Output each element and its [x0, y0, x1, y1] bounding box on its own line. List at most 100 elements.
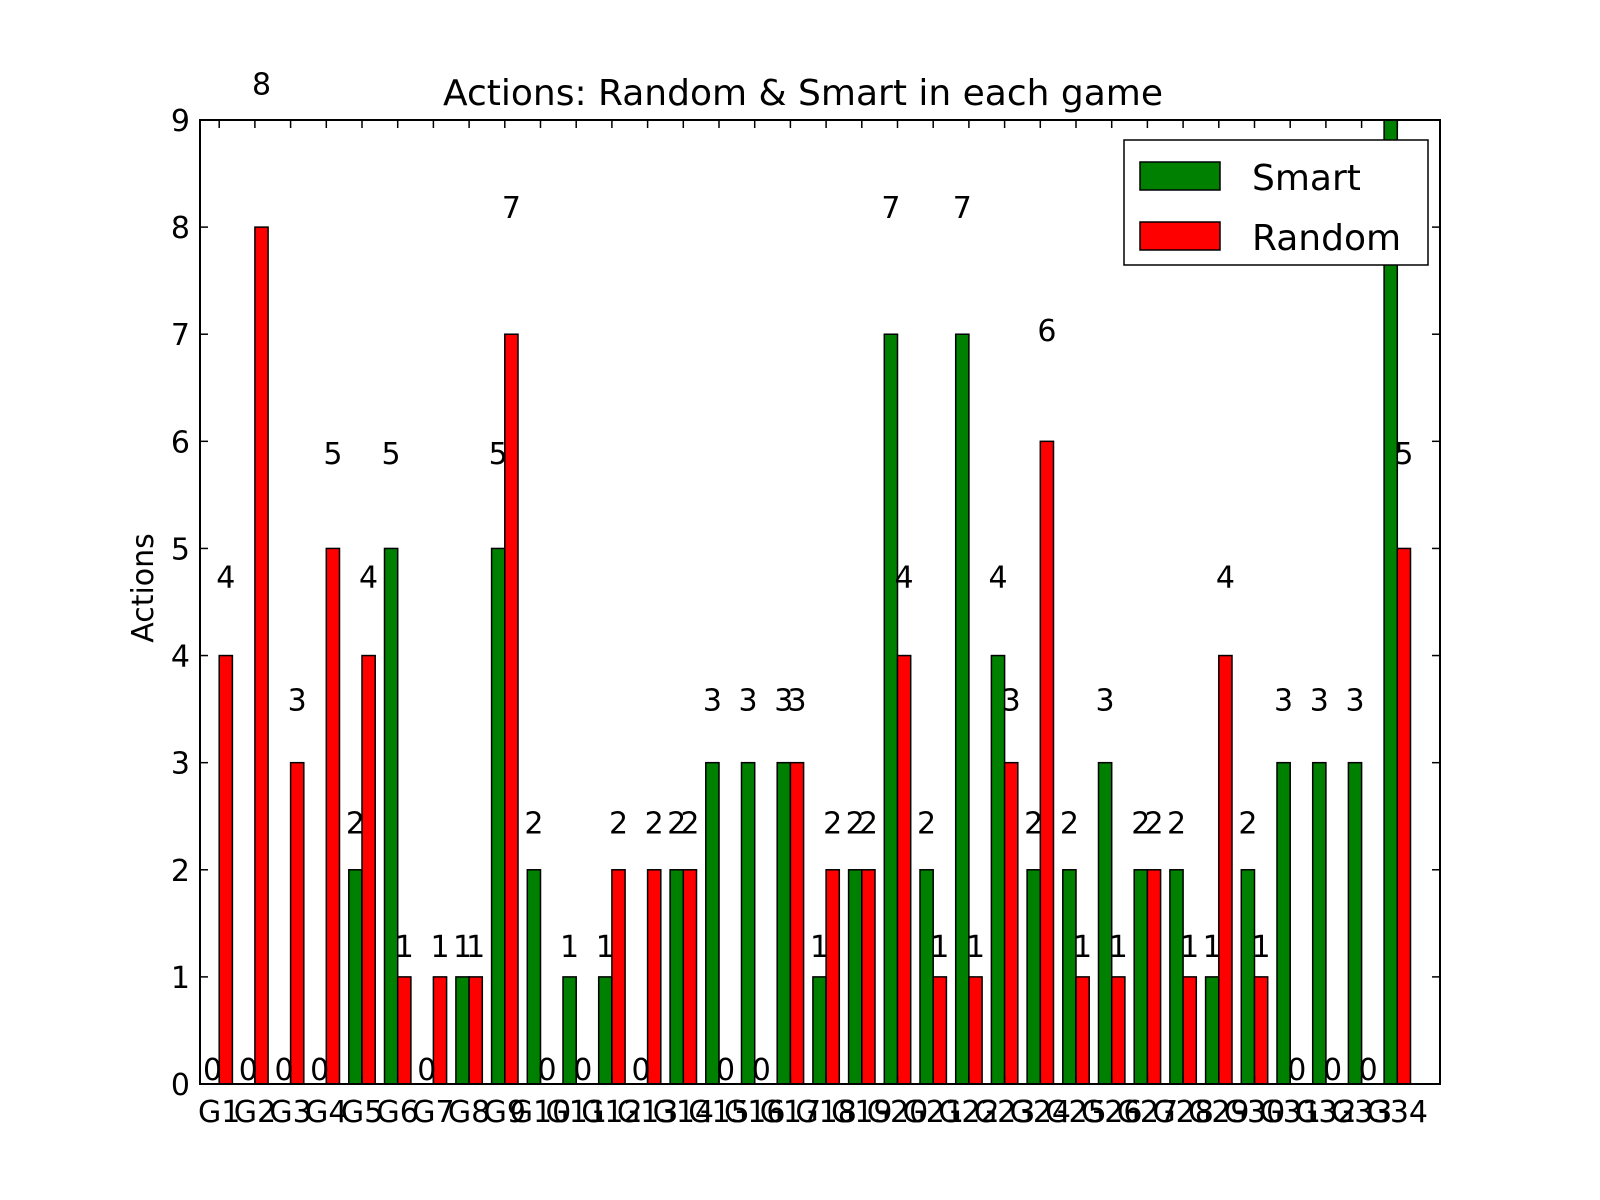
- x-tick-label-g17: G17: [760, 1095, 821, 1130]
- data-label-random-g30: 1: [1252, 930, 1271, 965]
- y-tick-label: 5: [171, 532, 190, 567]
- bar-smart-g14: [669, 869, 685, 1085]
- bar-random-g17: [789, 761, 805, 1085]
- x-tick-label-g6: G6: [377, 1095, 419, 1130]
- data-label-smart-g12: 1: [596, 930, 615, 965]
- data-label-random-g12: 2: [609, 807, 628, 842]
- x-tick-label-g29: G29: [1188, 1095, 1249, 1130]
- data-label-random-g11: 0: [573, 1053, 592, 1088]
- x-tick-label-g2: G2: [234, 1095, 276, 1130]
- data-label-random-g18: 2: [823, 807, 842, 842]
- x-tick-label-g15: G15: [688, 1095, 749, 1130]
- data-label-random-g20: 4: [895, 560, 914, 595]
- bar-random-g29: [1218, 654, 1233, 1085]
- data-label-random-g26: 1: [1109, 930, 1128, 965]
- x-tick-label-g7: G7: [412, 1095, 454, 1130]
- y-tick-label: 1: [171, 961, 190, 996]
- data-label-random-g22: 1: [966, 930, 985, 965]
- data-label-smart-g2: 0: [239, 1053, 258, 1088]
- data-label-random-g34: 5: [1394, 437, 1413, 472]
- bar-smart-g6: [383, 547, 399, 1085]
- data-label-random-g17: 3: [787, 683, 806, 718]
- bar-random-g22: [968, 976, 983, 1085]
- data-label-smart-g25: 2: [1060, 807, 1079, 842]
- bar-smart-g21: [919, 869, 934, 1085]
- y-tick-label: 0: [171, 1068, 190, 1103]
- bar-smart-g15: [705, 761, 720, 1085]
- data-label-random-g2: 8: [252, 68, 271, 103]
- bar-random-g24: [1039, 440, 1055, 1085]
- bar-smart-g17: [776, 761, 792, 1085]
- data-label-random-g3: 3: [288, 683, 307, 718]
- x-tick-label-g12: G12: [581, 1095, 642, 1130]
- data-label-smart-g21: 2: [917, 807, 936, 842]
- x-tick-label-g8: G8: [448, 1095, 490, 1130]
- data-label-random-g4: 5: [323, 437, 342, 472]
- bar-random-g18: [825, 869, 841, 1085]
- bar-smart-g30: [1240, 869, 1256, 1085]
- bar-random-g34: [1396, 547, 1412, 1085]
- bar-smart-g22: [954, 333, 970, 1085]
- data-label-smart-g6: 5: [382, 437, 401, 472]
- data-label-random-g10: 0: [538, 1053, 557, 1088]
- x-tick-label-g20: G20: [867, 1095, 928, 1130]
- data-label-random-g13: 2: [645, 807, 664, 842]
- x-tick-label-g25: G25: [1045, 1095, 1106, 1130]
- x-tick-label-g3: G3: [269, 1095, 311, 1130]
- x-tick-label-g13: G13: [617, 1095, 678, 1130]
- data-label-smart-g19: 2: [846, 807, 865, 842]
- data-label-random-g19: 2: [859, 807, 878, 842]
- y-tick-label: 3: [171, 747, 190, 782]
- y-tick-label: 7: [171, 318, 190, 353]
- data-label-random-g16: 0: [752, 1053, 771, 1088]
- bar-random-g23: [1003, 761, 1019, 1085]
- bar-smart-g19: [847, 869, 863, 1085]
- data-label-smart-g10: 2: [524, 807, 543, 842]
- bar-random-g6: [396, 976, 412, 1085]
- x-tick-label-g28: G28: [1152, 1095, 1213, 1130]
- data-label-smart-g20: 7: [881, 191, 900, 226]
- y-tick-label: 6: [171, 425, 190, 460]
- legend: Smart Random: [1123, 139, 1429, 266]
- data-label-random-g27: 2: [1144, 807, 1163, 842]
- bar-random-g13: [646, 869, 662, 1085]
- data-label-random-g32: 0: [1323, 1053, 1342, 1088]
- bar-smart-g8: [455, 976, 470, 1085]
- bar-smart-g33: [1347, 761, 1363, 1085]
- data-label-random-g7: 1: [430, 930, 449, 965]
- legend-label-smart: Smart: [1252, 158, 1361, 199]
- bar-random-g21: [932, 976, 948, 1085]
- data-label-smart-g26: 3: [1096, 683, 1115, 718]
- data-label-smart-g27: 2: [1131, 807, 1150, 842]
- x-tick-label-g18: G18: [795, 1095, 856, 1130]
- bar-smart-g31: [1276, 761, 1291, 1085]
- x-tick-label-g9: G9: [484, 1095, 526, 1130]
- data-label-random-g9: 7: [502, 191, 521, 226]
- data-label-smart-g22: 7: [953, 191, 972, 226]
- bar-smart-g25: [1062, 869, 1077, 1085]
- data-label-smart-g32: 3: [1310, 683, 1329, 718]
- bar-random-g5: [361, 654, 376, 1085]
- bar-random-g1: [218, 654, 234, 1085]
- data-label-random-g6: 1: [395, 930, 414, 965]
- bar-random-g28: [1182, 976, 1198, 1085]
- data-label-smart-g7: 0: [417, 1053, 436, 1088]
- bar-smart-g5: [348, 869, 363, 1085]
- data-label-smart-g31: 3: [1274, 683, 1293, 718]
- data-label-smart-g23: 4: [988, 560, 1007, 595]
- y-axis-label: Actions: [126, 533, 161, 643]
- chart-title: Actions: Random & Smart in each game: [443, 73, 1163, 114]
- bar-smart-g26: [1097, 761, 1113, 1085]
- bar-random-g19: [861, 869, 876, 1085]
- data-label-smart-g33: 3: [1345, 683, 1364, 718]
- x-tick-label-g30: G30: [1224, 1095, 1285, 1130]
- bar-smart-g20: [883, 333, 899, 1085]
- x-tick-label-g16: G16: [724, 1095, 785, 1130]
- bar-smart-g28: [1169, 869, 1184, 1085]
- bar-random-g12: [611, 869, 626, 1085]
- data-label-smart-g15: 3: [703, 683, 722, 718]
- data-label-smart-g18: 1: [810, 930, 829, 965]
- x-tick-label-g11: G11: [545, 1095, 606, 1130]
- bar-random-g26: [1110, 976, 1126, 1085]
